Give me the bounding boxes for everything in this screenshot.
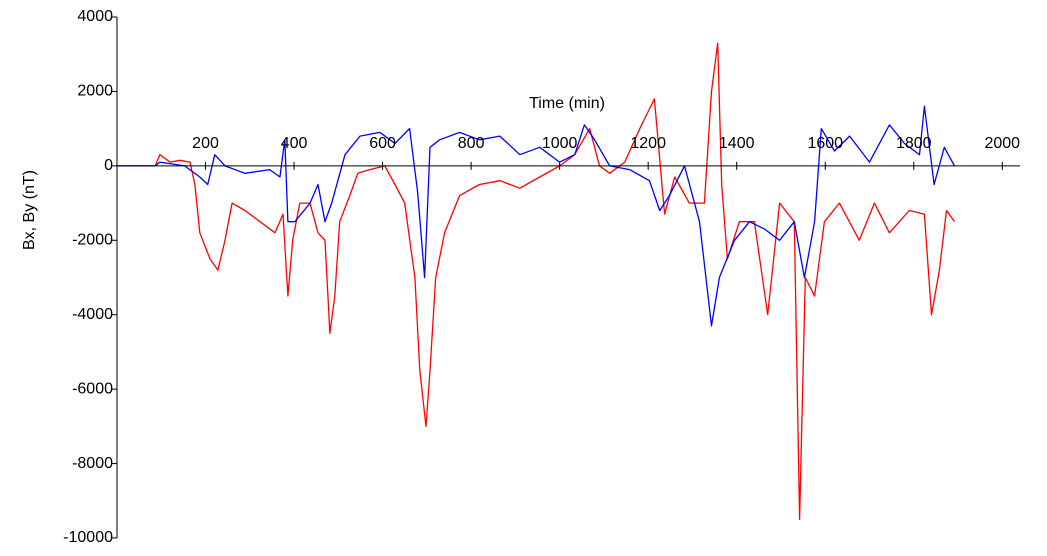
y-tick-label: -10000 [63,529,113,546]
x-tick-label: 2000 [984,135,1020,152]
x-tick-label: 1200 [630,135,666,152]
y-tick-label: 0 [104,157,113,174]
x-tick-label: 600 [369,135,396,152]
y-tick-label: 2000 [77,83,113,100]
x-tick-label: 1800 [896,135,932,152]
data-line [117,42,956,521]
x-axis-label: Time (min) [529,95,605,112]
y-tick-label: -2000 [72,232,113,249]
data-line [117,105,956,327]
x-tick-label: 1400 [719,135,755,152]
y-axis-label: Bx, By (nT) [21,170,38,250]
x-tick-label: 1000 [542,135,578,152]
y-tick-label: -4000 [72,306,113,323]
y-tick-label: -8000 [72,455,113,472]
x-tick-label: 200 [192,135,219,152]
y-tick-label: -6000 [72,380,113,397]
x-tick-label: 400 [281,135,308,152]
x-tick-label: 800 [458,135,485,152]
x-tick-label: 1600 [807,135,843,152]
y-tick-label: 4000 [77,8,113,25]
